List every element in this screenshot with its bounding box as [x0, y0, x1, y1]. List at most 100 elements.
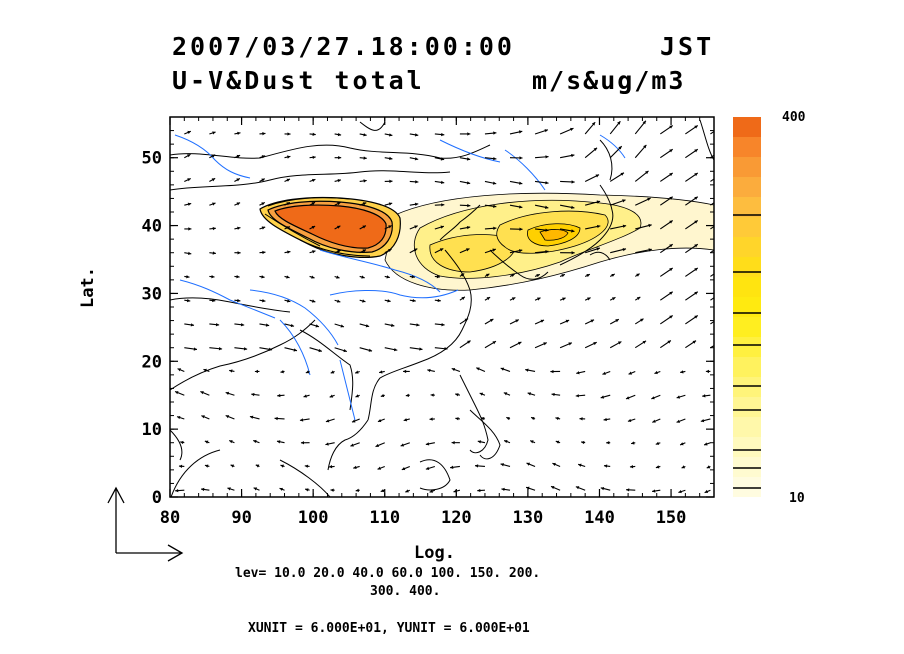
wind-arrowhead — [622, 247, 627, 252]
x-tick-label: 100 — [298, 508, 329, 528]
wind-arrowhead — [430, 393, 434, 397]
wind-arrowhead — [338, 156, 342, 160]
wind-arrowhead — [501, 487, 505, 492]
wind-arrowhead — [325, 419, 330, 423]
wind-arrowhead — [694, 291, 698, 295]
contour-levels: lev= 10.0 20.0 40.0 60.0 100. 150. 200. — [235, 566, 541, 581]
wind-arrowhead — [618, 146, 622, 150]
dust-contours — [259, 192, 714, 291]
wind-arrowhead — [299, 418, 304, 422]
wind-arrowhead — [694, 267, 698, 272]
wind-arrowhead — [455, 393, 459, 397]
x-tick-label: 90 — [231, 508, 251, 528]
wind-arrowhead — [230, 464, 235, 468]
wind-arrowhead — [575, 486, 580, 490]
wind-arrowhead — [719, 197, 722, 200]
wind-arrowhead — [719, 268, 722, 271]
colorbar-band-9 — [733, 277, 761, 297]
wind-arrowhead — [212, 251, 216, 255]
wind-arrowhead — [477, 440, 482, 444]
wind-arrowhead — [227, 487, 231, 491]
wind-arrowhead — [362, 225, 366, 229]
wind-arrowhead — [375, 443, 380, 447]
wind-arrowhead — [262, 299, 266, 303]
wind-arrowhead — [187, 202, 192, 206]
colorbar-band-18 — [733, 457, 761, 477]
wind-arrowhead — [412, 298, 416, 303]
wind-arrowhead — [555, 416, 559, 421]
colorbar-band-8 — [733, 257, 761, 277]
wind-arrowhead — [225, 391, 230, 395]
wind-arrowhead — [518, 249, 523, 253]
wind-arrowhead — [262, 132, 266, 136]
wind-arrowhead — [493, 204, 497, 208]
wind-arrowhead — [537, 297, 541, 301]
wind-arrowhead — [388, 202, 393, 206]
wind-arrowhead — [400, 443, 405, 447]
wind-arrowhead — [368, 348, 373, 352]
wind-arrowhead — [550, 486, 555, 490]
wind-arrowhead — [254, 369, 258, 374]
wind-arrowhead — [178, 464, 183, 468]
wind-arrowhead — [629, 464, 634, 469]
wind-arrowhead — [212, 202, 216, 206]
wind-arrow — [710, 154, 714, 159]
wind-arrowhead — [413, 248, 418, 252]
wind-arrowhead — [466, 225, 471, 230]
wind-arrowhead — [676, 395, 681, 399]
wind-arrowhead — [389, 156, 393, 161]
rivers — [174, 134, 626, 421]
wind-arrowhead — [617, 121, 621, 125]
wind-arrowhead — [414, 202, 419, 206]
wind-arrowhead — [474, 464, 479, 468]
wind-arrowhead — [193, 347, 197, 351]
wind-arrowhead — [286, 202, 290, 206]
wind-arrowhead — [415, 180, 419, 184]
wind-arrowhead — [237, 226, 241, 230]
wind-arrowhead — [636, 273, 640, 277]
wind-arrowhead — [337, 202, 341, 206]
wind-arrowhead — [694, 244, 698, 248]
wind-arrowhead — [466, 157, 471, 161]
wind-arrowhead — [545, 155, 549, 159]
wind-arrowhead — [719, 125, 722, 128]
wind-arrowhead — [311, 275, 315, 279]
wind-arrowhead — [643, 144, 647, 149]
wind-arrowhead — [706, 465, 711, 469]
wind-arrowhead — [336, 275, 340, 279]
wind-arrow — [710, 273, 714, 277]
wind-arrowhead — [403, 369, 407, 374]
wind-arrowhead — [461, 296, 465, 300]
wind-arrowhead — [640, 318, 644, 322]
wind-arrowhead — [363, 133, 367, 137]
wind-arrowhead — [719, 244, 722, 247]
wind-arrowhead — [694, 149, 698, 153]
wind-arrowhead — [493, 226, 497, 230]
wind-arrowhead — [363, 179, 367, 183]
wind-arrowhead — [265, 323, 270, 327]
wind-vectors — [174, 120, 722, 494]
wind-arrow — [710, 225, 714, 230]
unit-vector-legend — [107, 486, 184, 562]
wind-arrowhead — [492, 181, 497, 185]
wind-arrowhead — [485, 273, 490, 277]
wind-arrowhead — [545, 181, 549, 185]
wind-arrowhead — [602, 371, 606, 375]
wind-arrowhead — [571, 205, 575, 209]
wind-arrowhead — [611, 297, 616, 301]
wind-arrowhead — [236, 202, 241, 206]
wind-arrowhead — [576, 371, 580, 375]
contour-levels-cont: 300. 400. — [370, 584, 441, 599]
wind-arrowhead — [286, 299, 291, 303]
wind-arrowhead — [253, 439, 257, 444]
wind-arrowhead — [190, 323, 195, 327]
wind-arrowhead — [377, 418, 382, 423]
wind-arrowhead — [290, 323, 295, 328]
wind-arrowhead — [204, 440, 209, 444]
wind-arrowhead — [519, 205, 523, 209]
wind-arrow — [710, 130, 714, 135]
wind-arrowhead — [261, 226, 266, 230]
wind-arrowhead — [596, 247, 600, 251]
wind-arrow — [710, 249, 714, 254]
colorbar-band-2 — [733, 137, 761, 157]
